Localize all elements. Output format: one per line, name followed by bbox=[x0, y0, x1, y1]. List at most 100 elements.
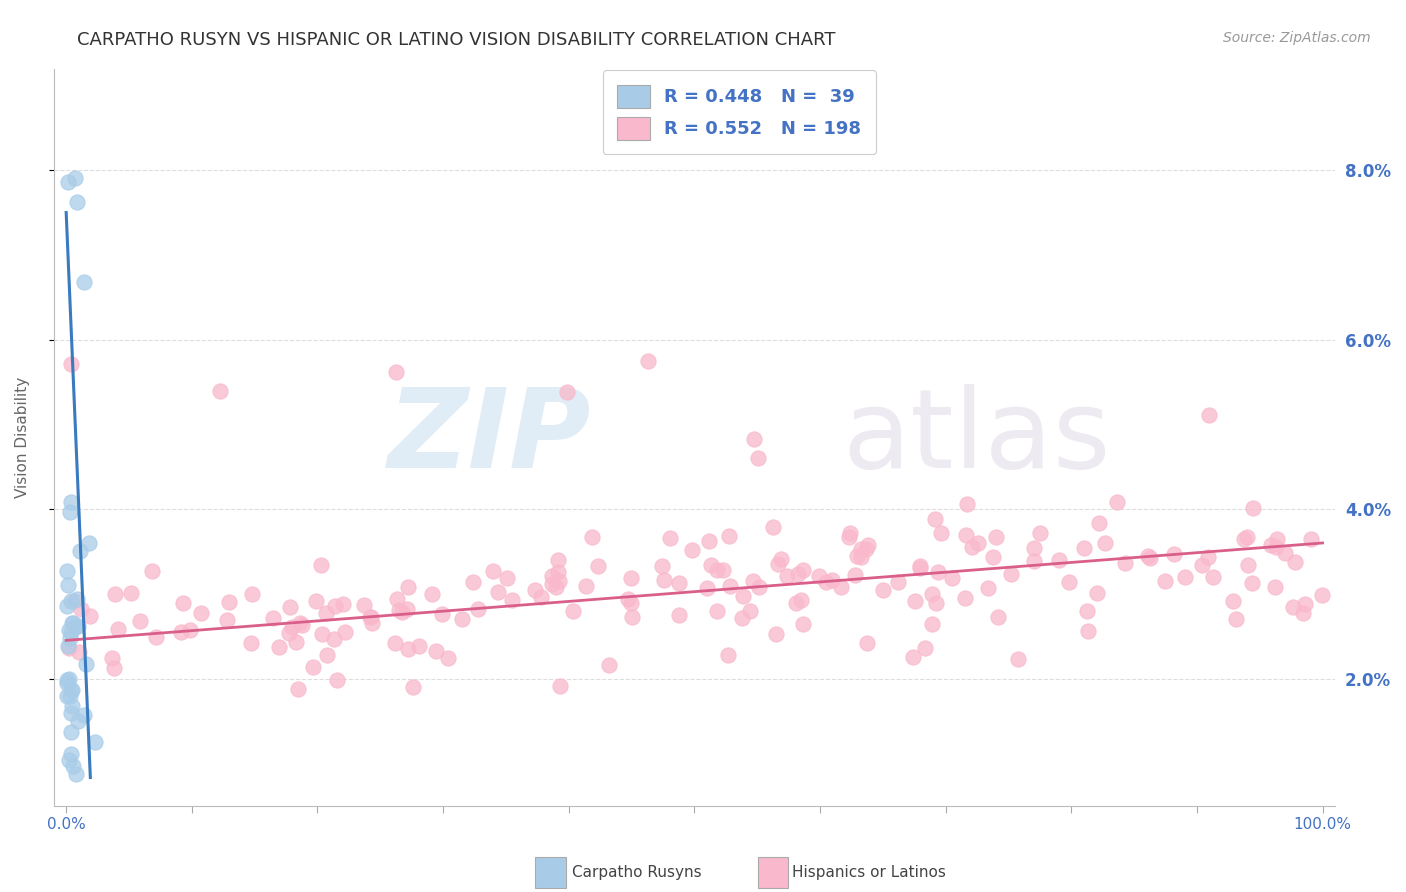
Point bbox=[790, 593, 813, 607]
Point bbox=[56, 676, 79, 690]
Point bbox=[697, 534, 720, 549]
Point bbox=[451, 611, 474, 625]
Point bbox=[309, 558, 332, 572]
Point bbox=[1154, 574, 1177, 589]
Point bbox=[58, 672, 80, 686]
Point bbox=[1107, 495, 1129, 509]
Point bbox=[359, 610, 381, 624]
Point bbox=[955, 528, 977, 542]
Point bbox=[547, 574, 569, 588]
Point bbox=[1264, 580, 1286, 594]
Point bbox=[929, 526, 952, 541]
Point bbox=[60, 706, 83, 720]
Point bbox=[1007, 651, 1029, 665]
Point bbox=[1174, 570, 1197, 584]
Point bbox=[941, 571, 963, 585]
Point bbox=[145, 630, 167, 644]
Point bbox=[575, 578, 598, 592]
Point bbox=[60, 593, 83, 607]
Point bbox=[63, 170, 86, 185]
Point bbox=[851, 542, 873, 557]
Point bbox=[651, 558, 673, 573]
Point bbox=[1197, 550, 1219, 565]
Point bbox=[1076, 604, 1098, 618]
Point bbox=[956, 497, 979, 511]
Point bbox=[190, 606, 212, 620]
Point bbox=[696, 581, 718, 595]
Point bbox=[141, 565, 163, 579]
Point bbox=[547, 565, 569, 579]
Point bbox=[60, 357, 83, 371]
Point bbox=[1163, 547, 1185, 561]
Point bbox=[67, 645, 90, 659]
Point bbox=[620, 597, 643, 611]
Point bbox=[402, 680, 425, 694]
Point bbox=[977, 581, 1000, 595]
Point bbox=[598, 658, 620, 673]
Point bbox=[56, 690, 79, 704]
Point bbox=[59, 631, 82, 645]
Point bbox=[388, 603, 411, 617]
Point bbox=[1240, 576, 1263, 591]
Point bbox=[333, 625, 356, 640]
Point bbox=[706, 604, 728, 618]
Point bbox=[62, 615, 84, 630]
Point bbox=[908, 559, 931, 574]
Point bbox=[541, 577, 564, 591]
Point bbox=[1260, 538, 1282, 552]
Point bbox=[1198, 409, 1220, 423]
Point bbox=[921, 617, 943, 632]
Point bbox=[1000, 567, 1022, 582]
Point bbox=[1310, 588, 1333, 602]
Point bbox=[621, 610, 644, 624]
Point bbox=[1225, 612, 1247, 626]
Point bbox=[277, 626, 299, 640]
Point bbox=[844, 568, 866, 582]
Point bbox=[762, 520, 785, 534]
Point bbox=[501, 593, 523, 607]
Point bbox=[904, 594, 927, 608]
Point bbox=[711, 563, 734, 577]
Text: Carpatho Rusyns: Carpatho Rusyns bbox=[572, 865, 702, 880]
Point bbox=[65, 767, 87, 781]
Point bbox=[616, 592, 638, 607]
Text: Hispanics or Latinos: Hispanics or Latinos bbox=[792, 865, 945, 880]
Point bbox=[530, 591, 553, 605]
Point bbox=[73, 708, 96, 723]
Point bbox=[169, 624, 191, 639]
Point bbox=[1022, 541, 1045, 555]
Text: atlas: atlas bbox=[842, 384, 1111, 491]
Point bbox=[1085, 585, 1108, 599]
Point bbox=[420, 587, 443, 601]
Point bbox=[63, 619, 86, 633]
Point bbox=[79, 609, 101, 624]
Point bbox=[59, 724, 82, 739]
Point bbox=[107, 623, 129, 637]
Point bbox=[322, 632, 344, 646]
Point bbox=[59, 747, 82, 762]
Point bbox=[103, 661, 125, 675]
Point bbox=[325, 673, 347, 687]
Point bbox=[408, 640, 430, 654]
Point bbox=[425, 643, 447, 657]
Point bbox=[60, 616, 83, 631]
Point bbox=[60, 494, 83, 508]
Point bbox=[172, 596, 194, 610]
Point bbox=[104, 587, 127, 601]
Point bbox=[524, 583, 547, 598]
Point bbox=[765, 627, 787, 641]
Point bbox=[75, 657, 97, 672]
Point bbox=[69, 544, 91, 558]
Point bbox=[731, 589, 754, 603]
Point bbox=[872, 582, 894, 597]
Point bbox=[741, 574, 763, 588]
Point bbox=[179, 624, 201, 638]
Point bbox=[284, 634, 307, 648]
Point bbox=[1237, 558, 1260, 573]
Point bbox=[921, 587, 943, 601]
Point bbox=[984, 531, 1007, 545]
Point bbox=[101, 651, 124, 665]
Point bbox=[58, 753, 80, 767]
Point bbox=[59, 689, 82, 703]
Point bbox=[1222, 594, 1244, 608]
